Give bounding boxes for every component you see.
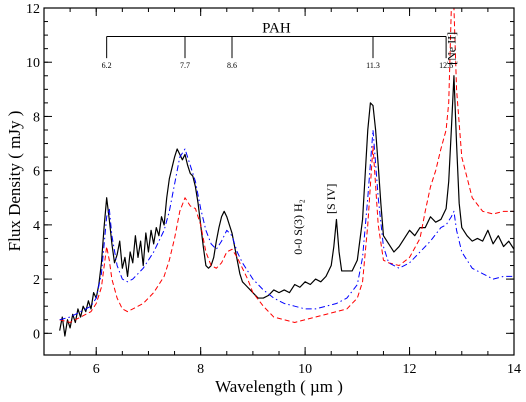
y-axis-title: Flux Density ( mJy ) <box>5 111 24 252</box>
h2-line-label: 0-0 S(3) H₂ <box>291 199 305 255</box>
y-tick-label: 6 <box>33 165 40 180</box>
pah-feature-label: 6.2 <box>102 61 112 70</box>
model-blue-dashdot-line <box>59 129 514 321</box>
series-layer <box>59 8 514 337</box>
y-tick-label: 10 <box>26 56 40 71</box>
siv-line-label: [S IV] <box>324 184 338 214</box>
plot-frame <box>43 7 515 356</box>
y-tick-label: 2 <box>33 273 40 288</box>
x-tick-label: 14 <box>507 362 521 377</box>
pah-feature-label: 7.7 <box>180 61 190 70</box>
x-tick-label: 6 <box>93 362 100 377</box>
neii-line-label: [Ne II] <box>444 32 458 65</box>
y-tick-label: 4 <box>33 219 40 234</box>
x-tick-label: 12 <box>403 362 417 377</box>
x-tick-label: 8 <box>197 362 204 377</box>
axes-layer: 6 8 10 12 14 0 2 4 6 8 10 12 <box>26 2 521 377</box>
pah-feature-label: 11.3 <box>366 61 380 70</box>
y-tick-label: 12 <box>26 2 40 17</box>
spectrum-observed-line <box>59 75 514 337</box>
x-tick-label: 10 <box>298 362 312 377</box>
annotation-layer: 6.2 7.7 8.6 11.3 12.6 PAH 0-0 S(3) H₂ [S IV] [Ne… <box>102 20 459 254</box>
pah-feature-label: 8.6 <box>227 61 237 70</box>
y-tick-label: 0 <box>33 327 40 342</box>
x-axis-title: Wavelength ( µm ) <box>215 377 343 396</box>
pah-title: PAH <box>262 20 291 36</box>
pah-feature-label: 12.6 <box>439 61 453 70</box>
y-tick-label: 8 <box>33 110 40 125</box>
